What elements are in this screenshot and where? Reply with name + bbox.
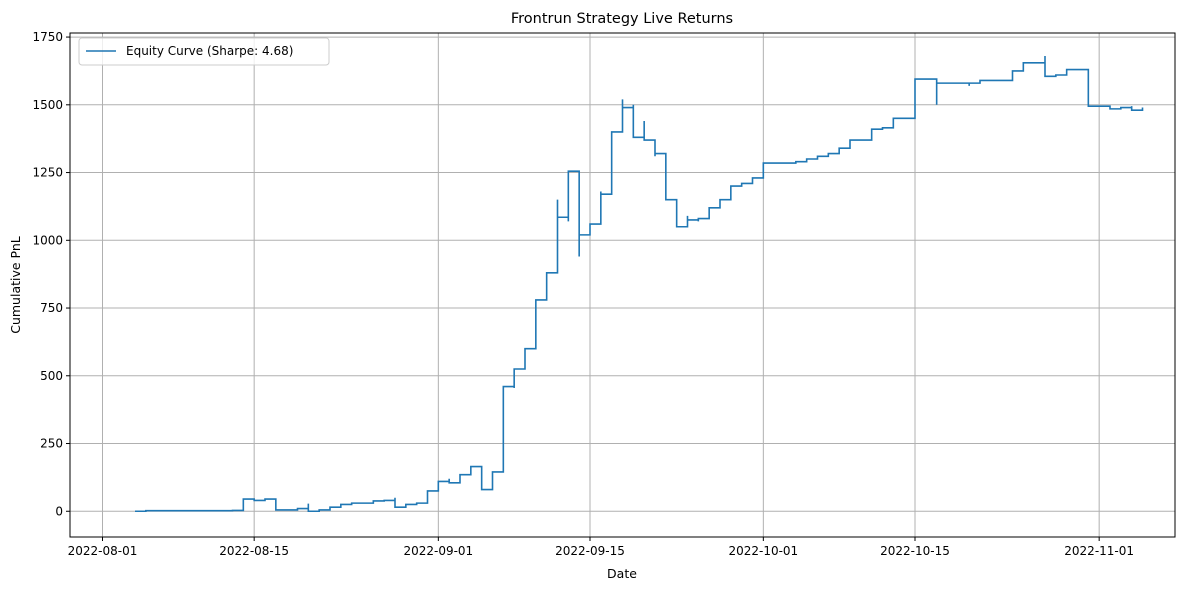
- x-tick-label: 2022-10-01: [728, 544, 798, 558]
- legend: Equity Curve (Sharpe: 4.68): [78, 37, 330, 66]
- y-tick-label: 1750: [32, 30, 63, 44]
- legend-box: [78, 37, 330, 66]
- y-tick-label: 250: [40, 437, 63, 451]
- x-axis-label: Date: [607, 566, 637, 581]
- ticks: 2022-08-01 2022-08-15 2022-09-01 2022-09-15…: [32, 30, 1134, 558]
- x-tick-label: 2022-10-15: [880, 544, 950, 558]
- y-axis-label: Cumulative PnL: [8, 236, 23, 334]
- legend-label: Equity Curve (Sharpe: 4.68): [126, 44, 293, 58]
- y-tick-label: 1000: [32, 233, 63, 247]
- y-tick-label: 1500: [32, 98, 63, 112]
- x-tick-label: 2022-11-01: [1064, 544, 1134, 558]
- y-tick-label: 750: [40, 301, 63, 315]
- equity-curve-line: [135, 56, 1144, 513]
- plot-frame: [69, 32, 1176, 538]
- x-tick-label: 2022-08-15: [219, 544, 289, 558]
- x-tick-label: 2022-09-15: [555, 544, 625, 558]
- y-tick-label: 0: [55, 504, 63, 518]
- chart-title: Frontrun Strategy Live Returns: [511, 11, 733, 27]
- series-layer: [135, 56, 1144, 513]
- x-tick-label: 2022-08-01: [68, 544, 138, 558]
- x-tick-label: 2022-09-01: [403, 544, 473, 558]
- y-tick-label: 1250: [32, 166, 63, 180]
- y-tick-label: 500: [40, 369, 63, 383]
